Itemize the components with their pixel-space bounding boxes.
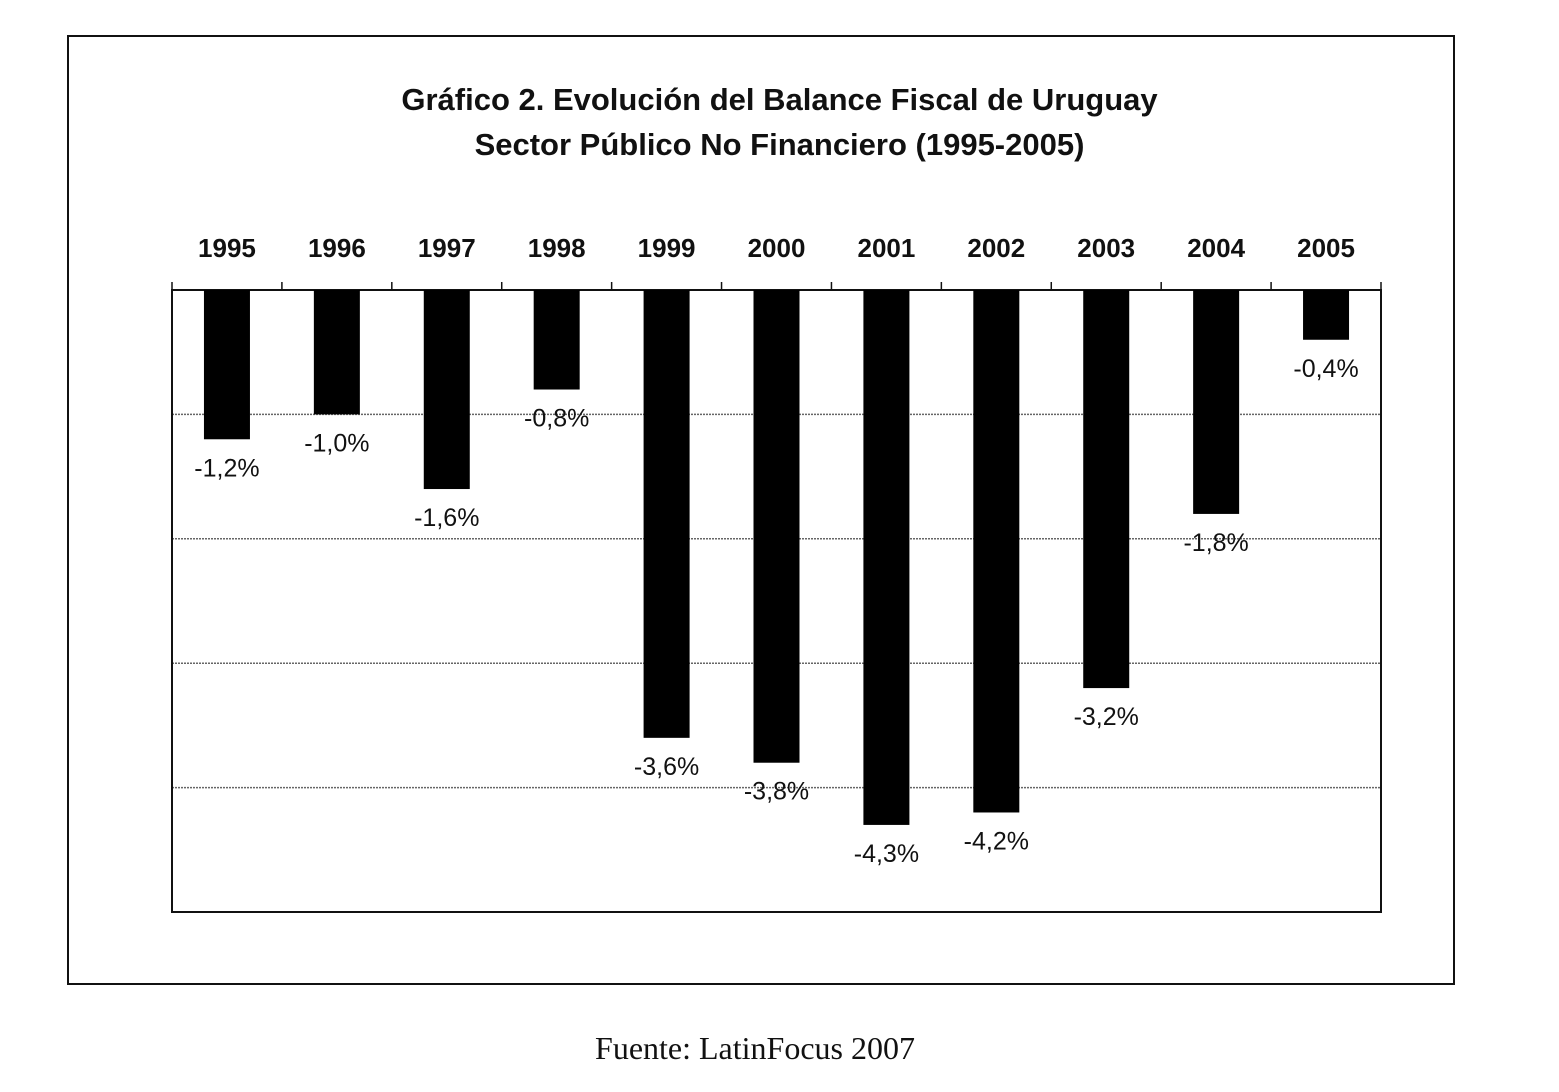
x-tick-label: 2003 — [1077, 233, 1135, 263]
data-label: -1,2% — [194, 454, 259, 482]
bar — [1303, 290, 1350, 340]
bar — [533, 290, 580, 390]
bar — [863, 290, 910, 825]
chart-frame — [67, 35, 1455, 985]
bar — [1193, 290, 1240, 514]
data-label: -3,2% — [1074, 703, 1139, 731]
x-tick-label: 2002 — [967, 233, 1025, 263]
data-label: -4,3% — [854, 840, 919, 868]
bar — [1083, 290, 1130, 689]
data-label: -1,8% — [1183, 529, 1248, 557]
x-tick-label: 2004 — [1187, 233, 1245, 263]
x-tick-label: 1997 — [418, 233, 476, 263]
x-tick-label: 1995 — [198, 233, 256, 263]
x-tick-label: 2000 — [748, 233, 806, 263]
source-note: Fuente: LatinFocus 2007 — [595, 1030, 915, 1066]
data-label: -0,8% — [524, 405, 589, 433]
bar — [203, 290, 250, 440]
x-tick-label: 2005 — [1297, 233, 1355, 263]
chart-subtitle: Sector Público No Financiero (1995-2005) — [474, 127, 1085, 162]
bar — [643, 290, 690, 738]
x-tick-label: 2001 — [857, 233, 915, 263]
data-label: -0,4% — [1293, 355, 1358, 383]
bar — [973, 290, 1020, 813]
data-label: -3,6% — [634, 753, 699, 781]
chart-title: Gráfico 2. Evolución del Balance Fiscal … — [401, 82, 1158, 117]
data-label: -1,0% — [304, 429, 369, 457]
x-tick-label: 1998 — [528, 233, 586, 263]
x-tick-label: 1996 — [308, 233, 366, 263]
data-label: -1,6% — [414, 504, 479, 532]
data-label: -4,2% — [964, 827, 1029, 855]
bar — [753, 290, 800, 763]
data-label: -3,8% — [744, 778, 809, 806]
x-tick-label: 1999 — [638, 233, 696, 263]
bar — [313, 290, 360, 415]
bar — [423, 290, 470, 490]
